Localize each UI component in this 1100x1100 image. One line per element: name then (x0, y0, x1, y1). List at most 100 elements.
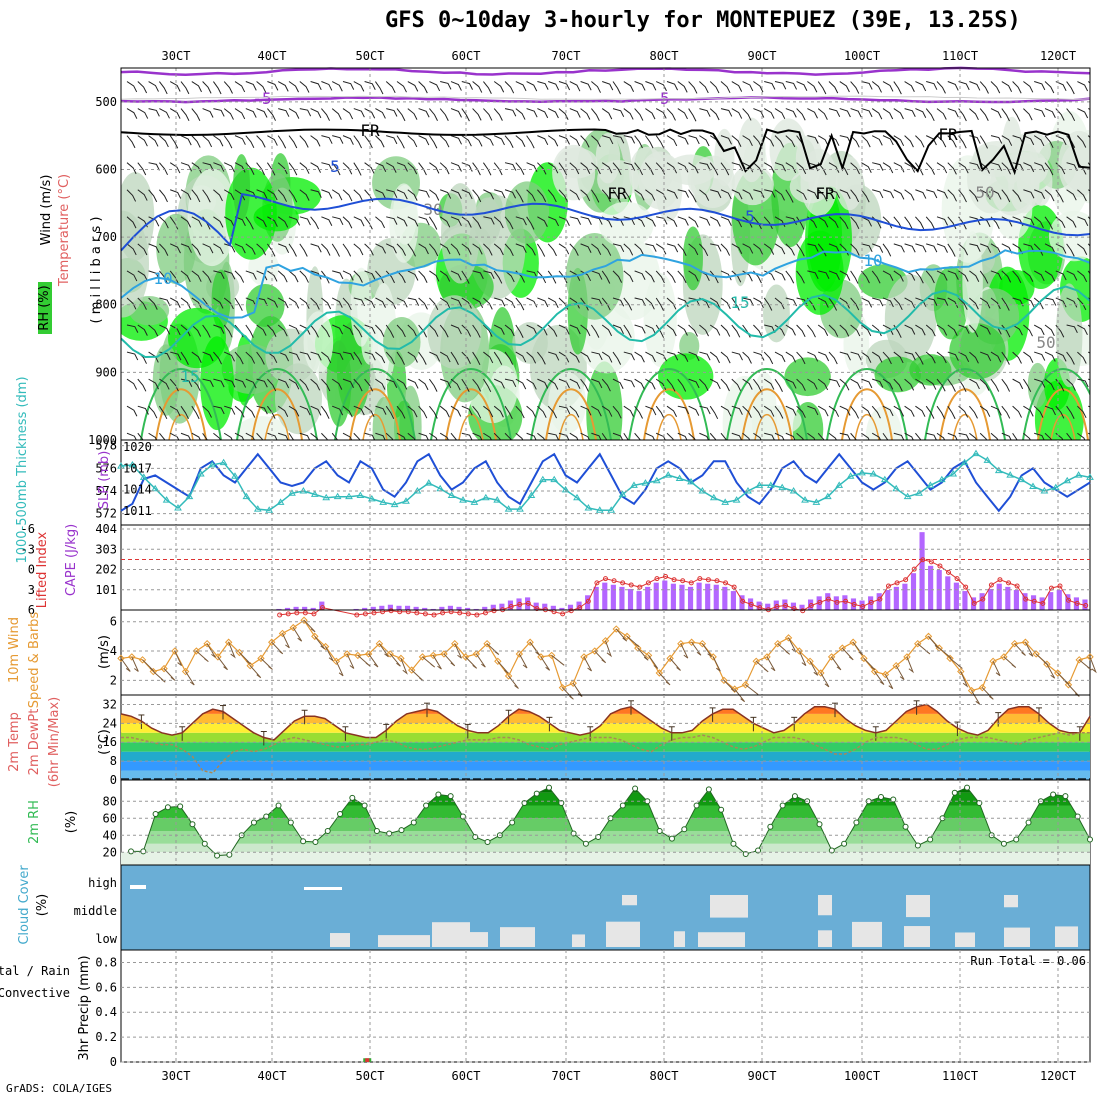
wind-barb (569, 243, 579, 256)
wind-barb (569, 81, 581, 92)
wind-barb (191, 81, 202, 93)
wind-barb-10m (992, 661, 1001, 677)
li-marker (705, 577, 711, 583)
wind-barb (418, 378, 429, 391)
wind-barb (461, 270, 470, 284)
wind-barb (1023, 270, 1034, 282)
wind-barb (893, 297, 903, 311)
wind-barb (688, 378, 700, 389)
wind-barb (288, 108, 300, 119)
wind-barb (429, 162, 440, 174)
wind-barb (277, 405, 289, 417)
wind-barb (342, 351, 355, 360)
wind-barb (655, 405, 665, 419)
li-marker (954, 576, 960, 582)
rh-blob (792, 401, 824, 440)
rh-marker (730, 840, 737, 847)
cape-bar (310, 607, 316, 610)
wind-barb (677, 405, 690, 415)
wind-barb (958, 324, 970, 334)
wind-barb (159, 243, 169, 256)
wind-speed-marker (117, 654, 125, 663)
wind-barb (645, 243, 657, 252)
rh-blob-light (731, 164, 774, 206)
thickness-marker (880, 475, 889, 483)
wind-barb (1044, 378, 1055, 391)
wind-barb (936, 270, 948, 281)
wind-barb (720, 216, 732, 227)
wind-barb (267, 189, 278, 201)
temp-band (121, 770, 1090, 780)
wind-barb (569, 216, 582, 225)
temp-contour-30 (458, 414, 484, 440)
wind-barb (515, 324, 524, 338)
wind-barb (1077, 351, 1087, 364)
wind-barb (396, 351, 405, 365)
wind-barb (644, 135, 654, 149)
cape-bar (627, 588, 634, 610)
wind-barb (1023, 81, 1034, 93)
wind-barb-10m (271, 641, 284, 655)
wind-barb (407, 162, 418, 175)
wind-barb (764, 81, 776, 90)
cape-bar (387, 604, 393, 610)
wind-barb (569, 108, 581, 118)
wind-speed-marker (515, 650, 524, 658)
wind-barb (169, 270, 179, 284)
wind-barb (396, 108, 406, 122)
wind-barb (1055, 270, 1067, 281)
wind-barb (861, 81, 873, 90)
wind-barb (396, 189, 408, 200)
wind-barb (1034, 432, 1045, 440)
top-x-tick-label: 100CT (844, 49, 880, 63)
cape-bar (473, 608, 479, 610)
wind-barb-10m (1014, 643, 1026, 656)
wind-speed-marker (591, 647, 599, 655)
wind-barb (472, 243, 483, 255)
wind-barb (310, 162, 321, 173)
wind-barb (504, 378, 517, 388)
temp-contour-25 (445, 388, 497, 440)
wind-barb (547, 297, 559, 309)
wind-barb (191, 405, 200, 420)
wind-barb (861, 297, 873, 308)
rh-marker (1025, 819, 1032, 826)
wind-barb (947, 81, 959, 91)
li-marker (465, 611, 471, 617)
wind-barb (807, 405, 819, 416)
thickness-marker (185, 492, 194, 500)
wind-barb (245, 270, 257, 280)
wind-barb (483, 270, 495, 280)
wind-barb (785, 189, 794, 203)
bottom-x-tick-label: 40CT (258, 1069, 287, 1083)
wind-barb (547, 162, 559, 174)
li-marker (988, 582, 994, 588)
wind-barb (407, 243, 416, 257)
wind-barb (148, 324, 159, 337)
temp-contour-20 (430, 367, 512, 440)
wind-speed-marker (321, 642, 330, 651)
wind-barb (807, 243, 819, 252)
wind-barb (839, 324, 850, 337)
wind-barb (169, 297, 181, 308)
wind-barb (256, 135, 266, 148)
wind-barb (839, 216, 849, 230)
wind-barb (526, 432, 537, 440)
thickness-marker (402, 497, 410, 504)
wind-barb (148, 297, 158, 310)
wind-barb (763, 270, 775, 281)
wind-barb (753, 243, 764, 255)
cape-bar (679, 584, 685, 610)
wind-barb (871, 135, 883, 146)
wind-barb (1033, 135, 1045, 147)
rh-blob (274, 363, 322, 435)
wind-barb (450, 297, 462, 307)
wind-speed-marker (612, 625, 620, 633)
li-marker (928, 559, 934, 565)
wind-barb (1055, 405, 1065, 419)
wind-barb (763, 351, 774, 365)
wind-barb (947, 270, 959, 280)
low-cloud-bar (818, 930, 832, 947)
wind-barb (537, 135, 549, 146)
cape-bar (713, 584, 719, 610)
